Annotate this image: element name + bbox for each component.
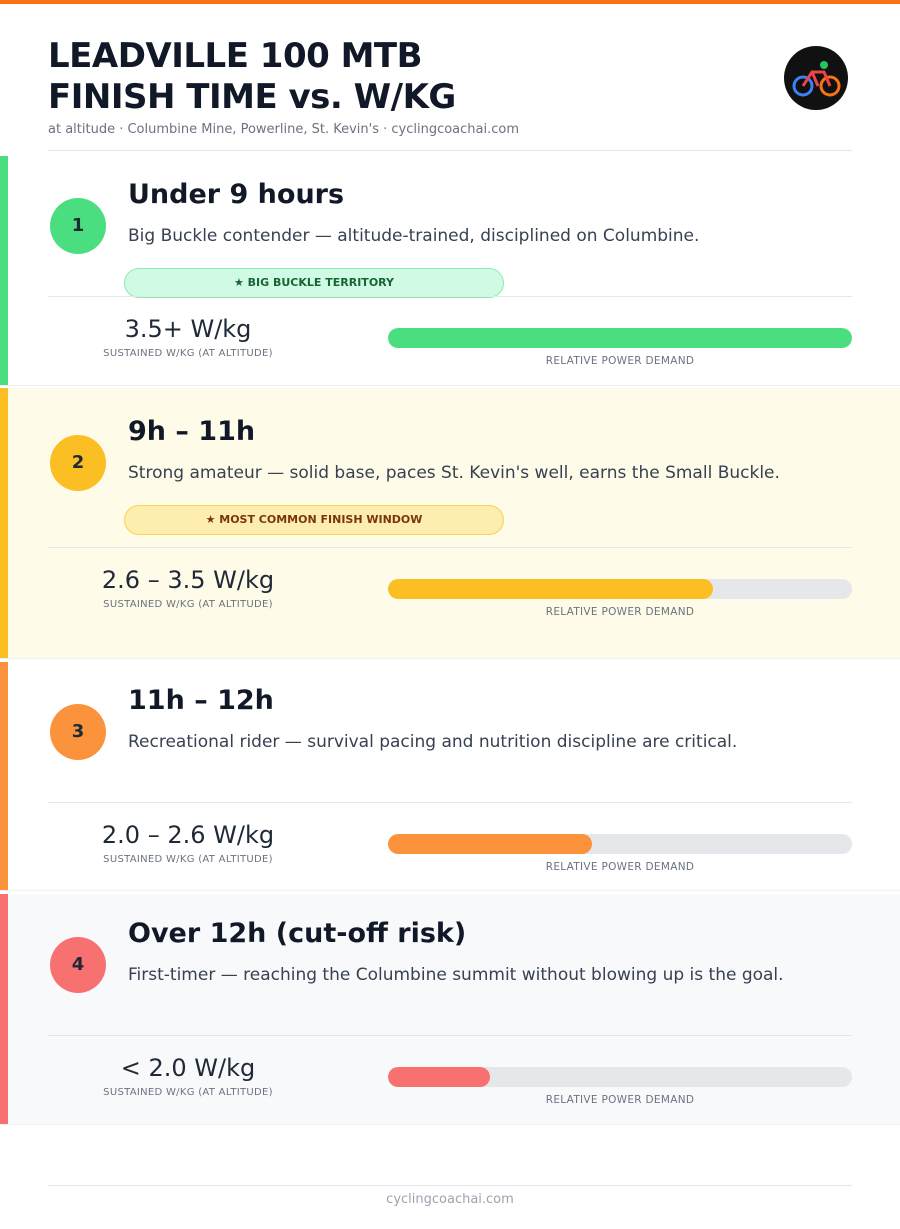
bar-label: RELATIVE POWER DEMAND <box>545 861 695 873</box>
bar-label: RELATIVE POWER DEMAND <box>545 355 695 367</box>
tier-number: 3 <box>50 704 106 760</box>
tier-description: Recreational rider — survival pacing and… <box>128 732 738 752</box>
tier-divider <box>48 802 852 803</box>
bar-track <box>388 1067 852 1087</box>
bar-track <box>388 328 852 348</box>
wkg-label: SUSTAINED W/KG (AT ALTITUDE) <box>103 348 273 359</box>
tier-description: Strong amateur — solid base, paces St. K… <box>128 463 780 483</box>
demand-bar <box>388 834 593 854</box>
tier-number: 4 <box>50 937 106 993</box>
footer-divider <box>48 1185 852 1186</box>
tier-stripe <box>0 156 8 385</box>
bar-label: RELATIVE POWER DEMAND <box>545 1094 695 1106</box>
tier-heading: 9h – 11h <box>128 416 256 447</box>
wkg-value: 3.5+ W/kg <box>124 315 252 343</box>
tier-heading: 11h – 12h <box>128 685 274 716</box>
tier-divider <box>48 296 852 297</box>
tier-heading: Under 9 hours <box>128 179 345 210</box>
tier-divider <box>48 1035 852 1036</box>
footer: cyclingcoachai.com <box>386 1192 514 1207</box>
demand-bar <box>388 328 852 348</box>
header-divider <box>48 150 852 151</box>
tier: 3 11h – 12h Recreational rider — survival … <box>0 662 900 891</box>
demand-bar <box>388 579 713 599</box>
bar-track <box>388 834 852 854</box>
tier-stripe <box>0 662 8 890</box>
tier-heading: Over 12h (cut-off risk) <box>128 918 467 949</box>
title-line: LEADVILLE 100 MTB <box>48 36 423 76</box>
subtitle: at altitude · Columbine Mine, Powerline,… <box>48 122 520 137</box>
tier-stripe <box>0 894 8 1124</box>
title-line: FINISH TIME vs. W/KG <box>48 77 456 117</box>
tier-number: 2 <box>50 435 106 491</box>
demand-bar <box>388 1067 491 1087</box>
wkg-value: 2.6 – 3.5 W/kg <box>101 566 275 594</box>
top-accent <box>0 0 900 4</box>
wkg-value: < 2.0 W/kg <box>120 1054 256 1082</box>
wkg-label: SUSTAINED W/KG (AT ALTITUDE) <box>103 599 273 610</box>
tier: 1 Under 9 hours Big Buckle contender — alt… <box>0 156 900 386</box>
tier-badge: ★ MOST COMMON FINISH WINDOW <box>124 505 504 535</box>
tier: 4 Over 12h (cut-off risk) First-timer — re… <box>0 894 900 1125</box>
tier-stripe <box>0 388 8 658</box>
bar-label: RELATIVE POWER DEMAND <box>545 606 695 618</box>
tier: 2 9h – 11h Strong amateur — solid base, pa… <box>0 388 900 659</box>
tier-divider <box>48 547 852 548</box>
tier-description: First-timer — reaching the Columbine sum… <box>128 965 784 985</box>
tier-number: 1 <box>50 198 106 254</box>
wkg-label: SUSTAINED W/KG (AT ALTITUDE) <box>103 1087 273 1098</box>
bar-track <box>388 579 852 599</box>
wkg-label: SUSTAINED W/KG (AT ALTITUDE) <box>103 854 273 865</box>
tier-description: Big Buckle contender — altitude-trained,… <box>128 226 700 246</box>
logo <box>784 46 848 110</box>
tier-badge: ★ BIG BUCKLE TERRITORY <box>124 268 504 298</box>
wkg-value: 2.0 – 2.6 W/kg <box>101 821 275 849</box>
